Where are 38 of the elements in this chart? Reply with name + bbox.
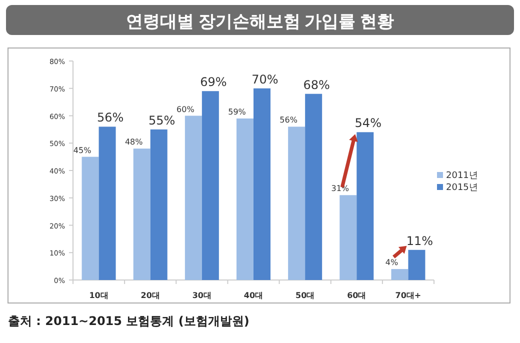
bar	[254, 88, 270, 280]
chart-title: 연령대별 장기손해보험 가입률 현황	[126, 12, 394, 31]
data-label: 55%	[148, 113, 176, 128]
bar	[133, 148, 150, 280]
data-label: 54%	[354, 116, 382, 130]
data-label: 4%	[385, 258, 398, 268]
bar	[305, 94, 322, 280]
source-note: 출처 : 2011~2015 보험통계 (보험개발원)	[8, 314, 250, 328]
bar	[184, 116, 202, 280]
data-label: 59%	[228, 107, 246, 116]
bar	[340, 195, 357, 280]
bar	[82, 156, 99, 280]
data-label: 70%	[252, 72, 278, 86]
x-tick-label: 70대+	[395, 291, 422, 300]
x-tick-label: 10대	[89, 291, 108, 300]
data-label: 11%	[406, 234, 434, 248]
x-tick-label: 30대	[192, 291, 212, 300]
data-label: 60%	[176, 104, 195, 114]
bar	[408, 250, 426, 280]
bar	[288, 126, 306, 280]
bar	[202, 91, 219, 280]
bar	[356, 132, 374, 280]
x-tick-label: 20대	[140, 291, 160, 300]
x-tick-label: 60대	[347, 291, 366, 300]
x-tick-label: 50대	[296, 291, 315, 300]
legend-label: 2015년	[446, 183, 478, 193]
data-label: 69%	[200, 75, 227, 90]
bar	[236, 118, 254, 280]
data-label: 48%	[124, 138, 144, 147]
data-label: 56%	[96, 110, 124, 125]
bar	[391, 269, 408, 280]
bar	[98, 126, 116, 280]
legend-label: 2011년	[446, 171, 478, 181]
x-tick-label: 40대	[244, 291, 264, 300]
data-label: 45%	[73, 146, 92, 155]
bar	[150, 129, 168, 280]
data-label: 68%	[303, 78, 330, 92]
data-label: 56%	[280, 116, 298, 125]
